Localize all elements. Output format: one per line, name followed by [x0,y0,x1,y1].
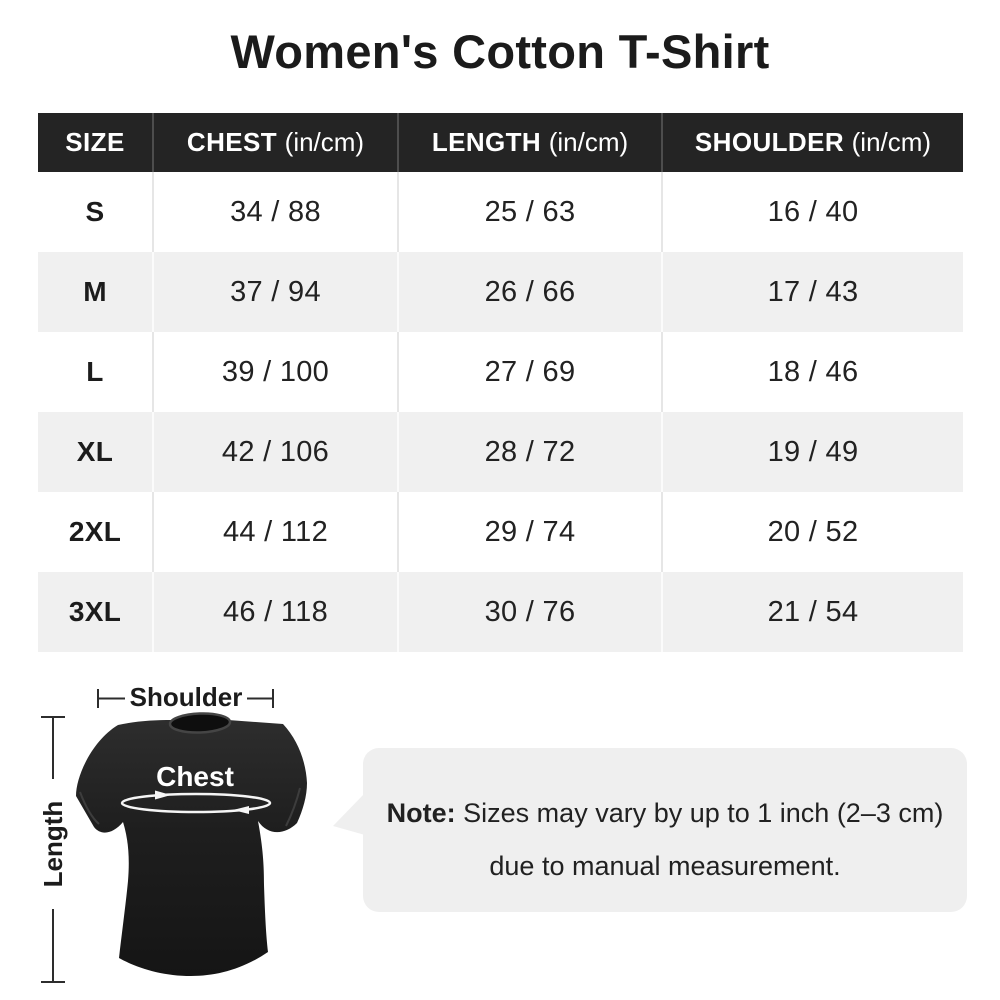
shoulder-label: Shoulder [125,682,247,712]
length-label: Length [38,779,68,909]
note-bubble-tail [333,793,365,835]
note-text: Sizes may vary by up to 1 inch (2–3 cm) [455,798,944,828]
column-header-size: SIZE [38,113,153,172]
page-title: Women's Cotton T-Shirt [230,25,770,78]
column-unit: (in/cm) [284,127,365,157]
note-line-2: due to manual measurement. [489,851,841,881]
shoulder-dimension-line [97,689,274,708]
tshirt-illustration [41,689,307,983]
size-cell: 2XL [68,516,122,547]
table-row: 3XL 46 / 118 30 / 76 21 / 54 [38,572,963,652]
note-line-1: Note: Sizes may vary by up to 1 inch (2–… [363,748,967,828]
length-cell: 30 / 76 [397,572,662,652]
shoulder-cell: 21 / 54 [661,572,963,652]
size-cell: XL [76,436,114,467]
column-unit: (in/cm) [851,127,932,157]
column-unit: (in/cm) [548,127,629,157]
chest-measure-ellipse [120,792,272,814]
size-cell: 3XL [68,596,122,627]
column-name: LENGTH [431,127,542,157]
size-table: SIZE CHEST (in/cm) LENGTH (in/cm) SHOULD… [38,113,963,652]
table-header-row: SIZE CHEST (in/cm) LENGTH (in/cm) SHOULD… [38,113,963,172]
tshirt-silhouette [76,714,307,976]
note-bubble: Note: Sizes may vary by up to 1 inch (2–… [333,748,967,912]
left-cuff-fold [79,791,100,825]
column-name: CHEST [186,127,278,157]
chest-cell: 44 / 112 [152,492,398,572]
table-row: L 39 / 100 27 / 69 18 / 46 [38,332,963,412]
size-cell: S [85,196,105,227]
length-dimension-line [41,716,65,983]
column-name: SHOULDER [694,127,845,157]
note-prefix: Note: [386,798,456,828]
chest-cell: 46 / 118 [152,572,398,652]
table-row: M 37 / 94 26 / 66 17 / 43 [38,252,963,332]
shoulder-cell: 17 / 43 [661,252,963,332]
chest-arrow-left [233,806,249,814]
table-row: S 34 / 88 25 / 63 16 / 40 [38,172,963,252]
size-cell: L [86,356,104,387]
column-name: SIZE [65,127,125,157]
column-header-shoulder: SHOULDER (in/cm) [661,113,963,172]
chest-cell: 42 / 106 [152,412,398,492]
shoulder-cell: 19 / 49 [661,412,963,492]
chest-label: Chest [156,761,234,792]
chest-cell: 34 / 88 [152,172,398,252]
shoulder-cell: 20 / 52 [661,492,963,572]
length-cell: 25 / 63 [397,172,662,252]
chest-cell: 37 / 94 [152,252,398,332]
size-cell: M [83,276,107,307]
table-row: XL 42 / 106 28 / 72 19 / 49 [38,412,963,492]
chest-arrow-right [155,790,171,800]
collar [168,712,232,734]
length-cell: 26 / 66 [397,252,662,332]
column-header-chest: CHEST (in/cm) [152,113,398,172]
right-cuff-fold [285,787,301,827]
table-row: 2XL 44 / 112 29 / 74 20 / 52 [38,492,963,572]
length-cell: 27 / 69 [397,332,662,412]
measurement-diagram: Shoulder Length Chest [0,680,360,1000]
shoulder-cell: 16 / 40 [661,172,963,252]
shoulder-cell: 18 / 46 [661,332,963,412]
length-cell: 28 / 72 [397,412,662,492]
column-header-length: LENGTH (in/cm) [397,113,662,172]
length-cell: 29 / 74 [397,492,662,572]
chest-cell: 39 / 100 [152,332,398,412]
